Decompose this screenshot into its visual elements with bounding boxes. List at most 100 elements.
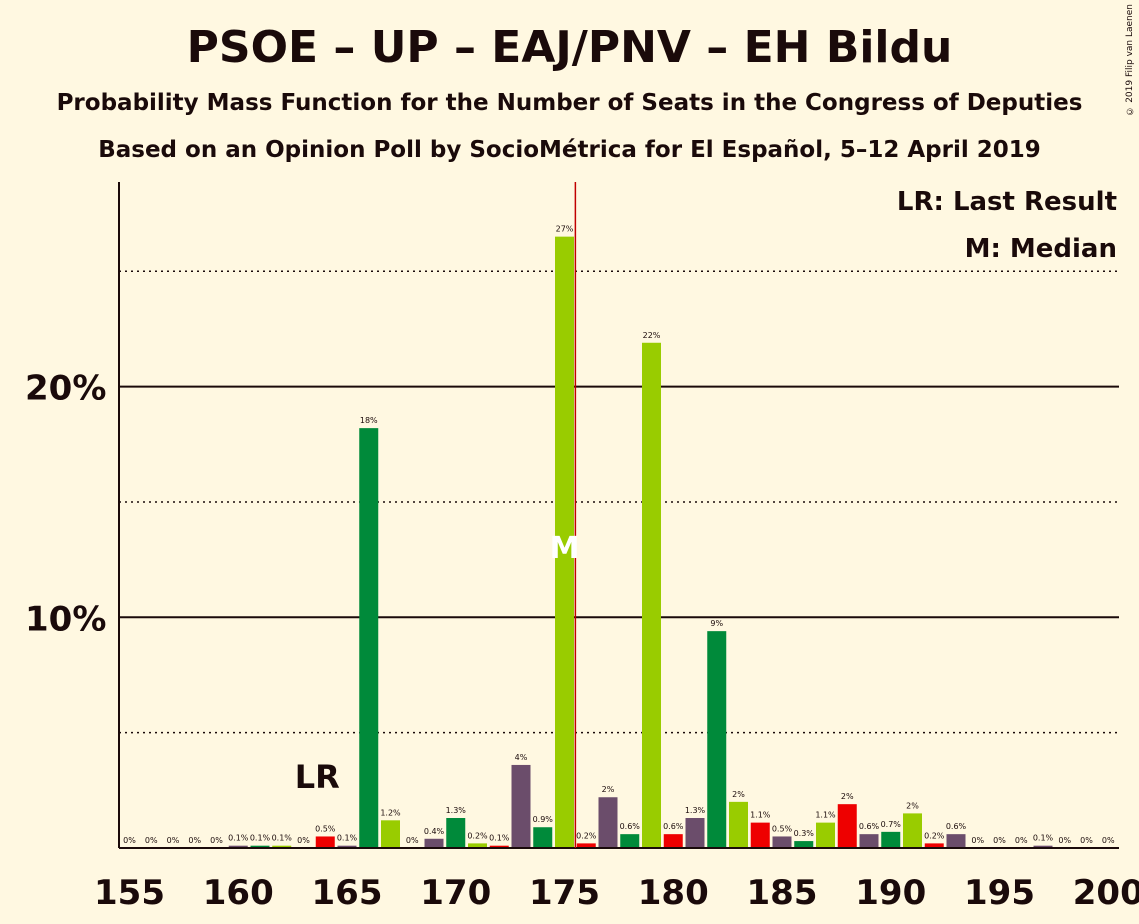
bar xyxy=(903,813,922,848)
bar-value-label: 0% xyxy=(1058,836,1071,845)
bar xyxy=(1033,845,1053,848)
x-tick-label: 200 xyxy=(1073,873,1139,913)
bar-value-label: 1.1% xyxy=(750,811,771,820)
bar-value-label: 0.1% xyxy=(250,834,271,843)
bar xyxy=(946,834,966,848)
bar xyxy=(489,845,509,848)
bar-value-label: 0% xyxy=(971,836,984,845)
bar-value-label: 0.6% xyxy=(859,822,880,831)
bar-value-label: 0% xyxy=(1080,836,1093,845)
bar-value-label: 2% xyxy=(841,792,854,801)
bar xyxy=(337,845,357,848)
bars xyxy=(228,236,1053,848)
y-tick-label: 20% xyxy=(25,369,106,409)
bar-value-label: 0.2% xyxy=(467,831,488,840)
bar xyxy=(837,804,857,848)
bar-value-label: 0% xyxy=(210,836,223,845)
bar-value-label: 0.1% xyxy=(228,834,249,843)
bar-value-labels: 0% 0% 0% 0% 0% 0.1% 0.1% 0.1% 0%0.5%0.1%18%1.2%0… xyxy=(123,225,1115,845)
bar-value-label: 0.5% xyxy=(315,824,336,833)
bar xyxy=(228,845,248,848)
gridlines xyxy=(20,270,1119,734)
bar-value-label: 0% xyxy=(1015,836,1028,845)
y-tick-label: 10% xyxy=(25,599,106,639)
bar xyxy=(816,822,835,848)
last-result-marker: LR xyxy=(295,758,340,796)
bar xyxy=(794,841,814,848)
bar-value-label: 0% xyxy=(297,836,310,845)
bar-value-label: 22% xyxy=(643,331,661,340)
bar xyxy=(924,843,944,848)
bar xyxy=(272,845,292,848)
bar xyxy=(381,820,400,848)
x-tick-label: 165 xyxy=(312,873,383,913)
bar xyxy=(533,827,553,848)
bar xyxy=(685,818,705,848)
bar-value-label: 0.2% xyxy=(576,831,597,840)
bar-value-label: 0.6% xyxy=(620,822,641,831)
x-tick-label: 195 xyxy=(964,873,1035,913)
bar xyxy=(424,838,444,848)
bar-value-label: 9% xyxy=(710,619,723,628)
legend-last-result: LR: Last Result xyxy=(897,187,1117,217)
bar-value-label: 0% xyxy=(406,836,419,845)
bar-value-label: 0% xyxy=(188,836,201,845)
bar-value-label: 2% xyxy=(602,785,615,794)
chart-title: PSOE – UP – EAJ/PNV – EH Bildu xyxy=(186,22,953,73)
bar-value-label: 0.3% xyxy=(794,829,815,838)
bar-value-label: 1.3% xyxy=(685,806,706,815)
bar-value-label: 1.1% xyxy=(815,811,836,820)
bar-value-label: 18% xyxy=(360,416,378,425)
bar-value-label: 0% xyxy=(167,836,180,845)
bar-value-label: 0.1% xyxy=(272,834,293,843)
bar xyxy=(446,818,466,848)
x-tick-label: 170 xyxy=(420,873,491,913)
legend-median: M: Median xyxy=(965,234,1117,264)
bar-value-label: 0.9% xyxy=(533,815,554,824)
x-tick-label: 160 xyxy=(203,873,274,913)
bar xyxy=(642,342,661,848)
tick-label-bg xyxy=(20,364,106,409)
bar-value-label: 0.4% xyxy=(424,827,445,836)
bar xyxy=(555,236,574,848)
bar xyxy=(772,836,792,848)
bar-value-label: 0% xyxy=(993,836,1006,845)
bar-value-label: 0.6% xyxy=(663,822,684,831)
bar-value-label: 0% xyxy=(145,836,158,845)
bar xyxy=(576,843,596,848)
bar-value-label: 2% xyxy=(732,790,745,799)
bar xyxy=(729,801,748,848)
x-tick-label: 175 xyxy=(529,873,600,913)
bar-value-label: 0% xyxy=(1102,836,1115,845)
tick-label-bg xyxy=(20,595,106,640)
x-tick-label: 155 xyxy=(94,873,165,913)
chart-subtitle: Probability Mass Function for the Number… xyxy=(56,90,1083,116)
bar xyxy=(881,831,901,848)
bar xyxy=(468,843,487,848)
bar xyxy=(250,845,270,848)
x-tick-label: 185 xyxy=(747,873,818,913)
bar xyxy=(598,797,618,848)
bar-value-label: 0.1% xyxy=(337,834,358,843)
bar-value-label: 0.7% xyxy=(881,820,902,829)
bar xyxy=(315,836,335,848)
axes: 10% 20% 155 160 165 170 175 180 185 190 195 200 xyxy=(25,182,1139,913)
bar-value-label: 0.2% xyxy=(924,831,945,840)
bar-value-label: 27% xyxy=(556,225,574,234)
bar-value-label: 0% xyxy=(123,836,136,845)
bar-value-label: 4% xyxy=(515,753,528,762)
x-tick-label: 190 xyxy=(855,873,926,913)
bar-value-label: 1.3% xyxy=(446,806,467,815)
bar xyxy=(663,834,683,848)
bar xyxy=(859,834,879,848)
median-marker: M xyxy=(550,531,580,566)
bar-value-label: 0.5% xyxy=(772,824,793,833)
bar xyxy=(620,834,640,848)
bar-value-label: 1.2% xyxy=(380,808,401,817)
bar-value-label: 0.1% xyxy=(489,834,510,843)
chart-source: Based on an Opinion Poll by SocioMétrica… xyxy=(98,137,1041,163)
bar-value-label: 0.1% xyxy=(1033,834,1054,843)
bar xyxy=(707,631,727,848)
bar xyxy=(359,428,379,848)
